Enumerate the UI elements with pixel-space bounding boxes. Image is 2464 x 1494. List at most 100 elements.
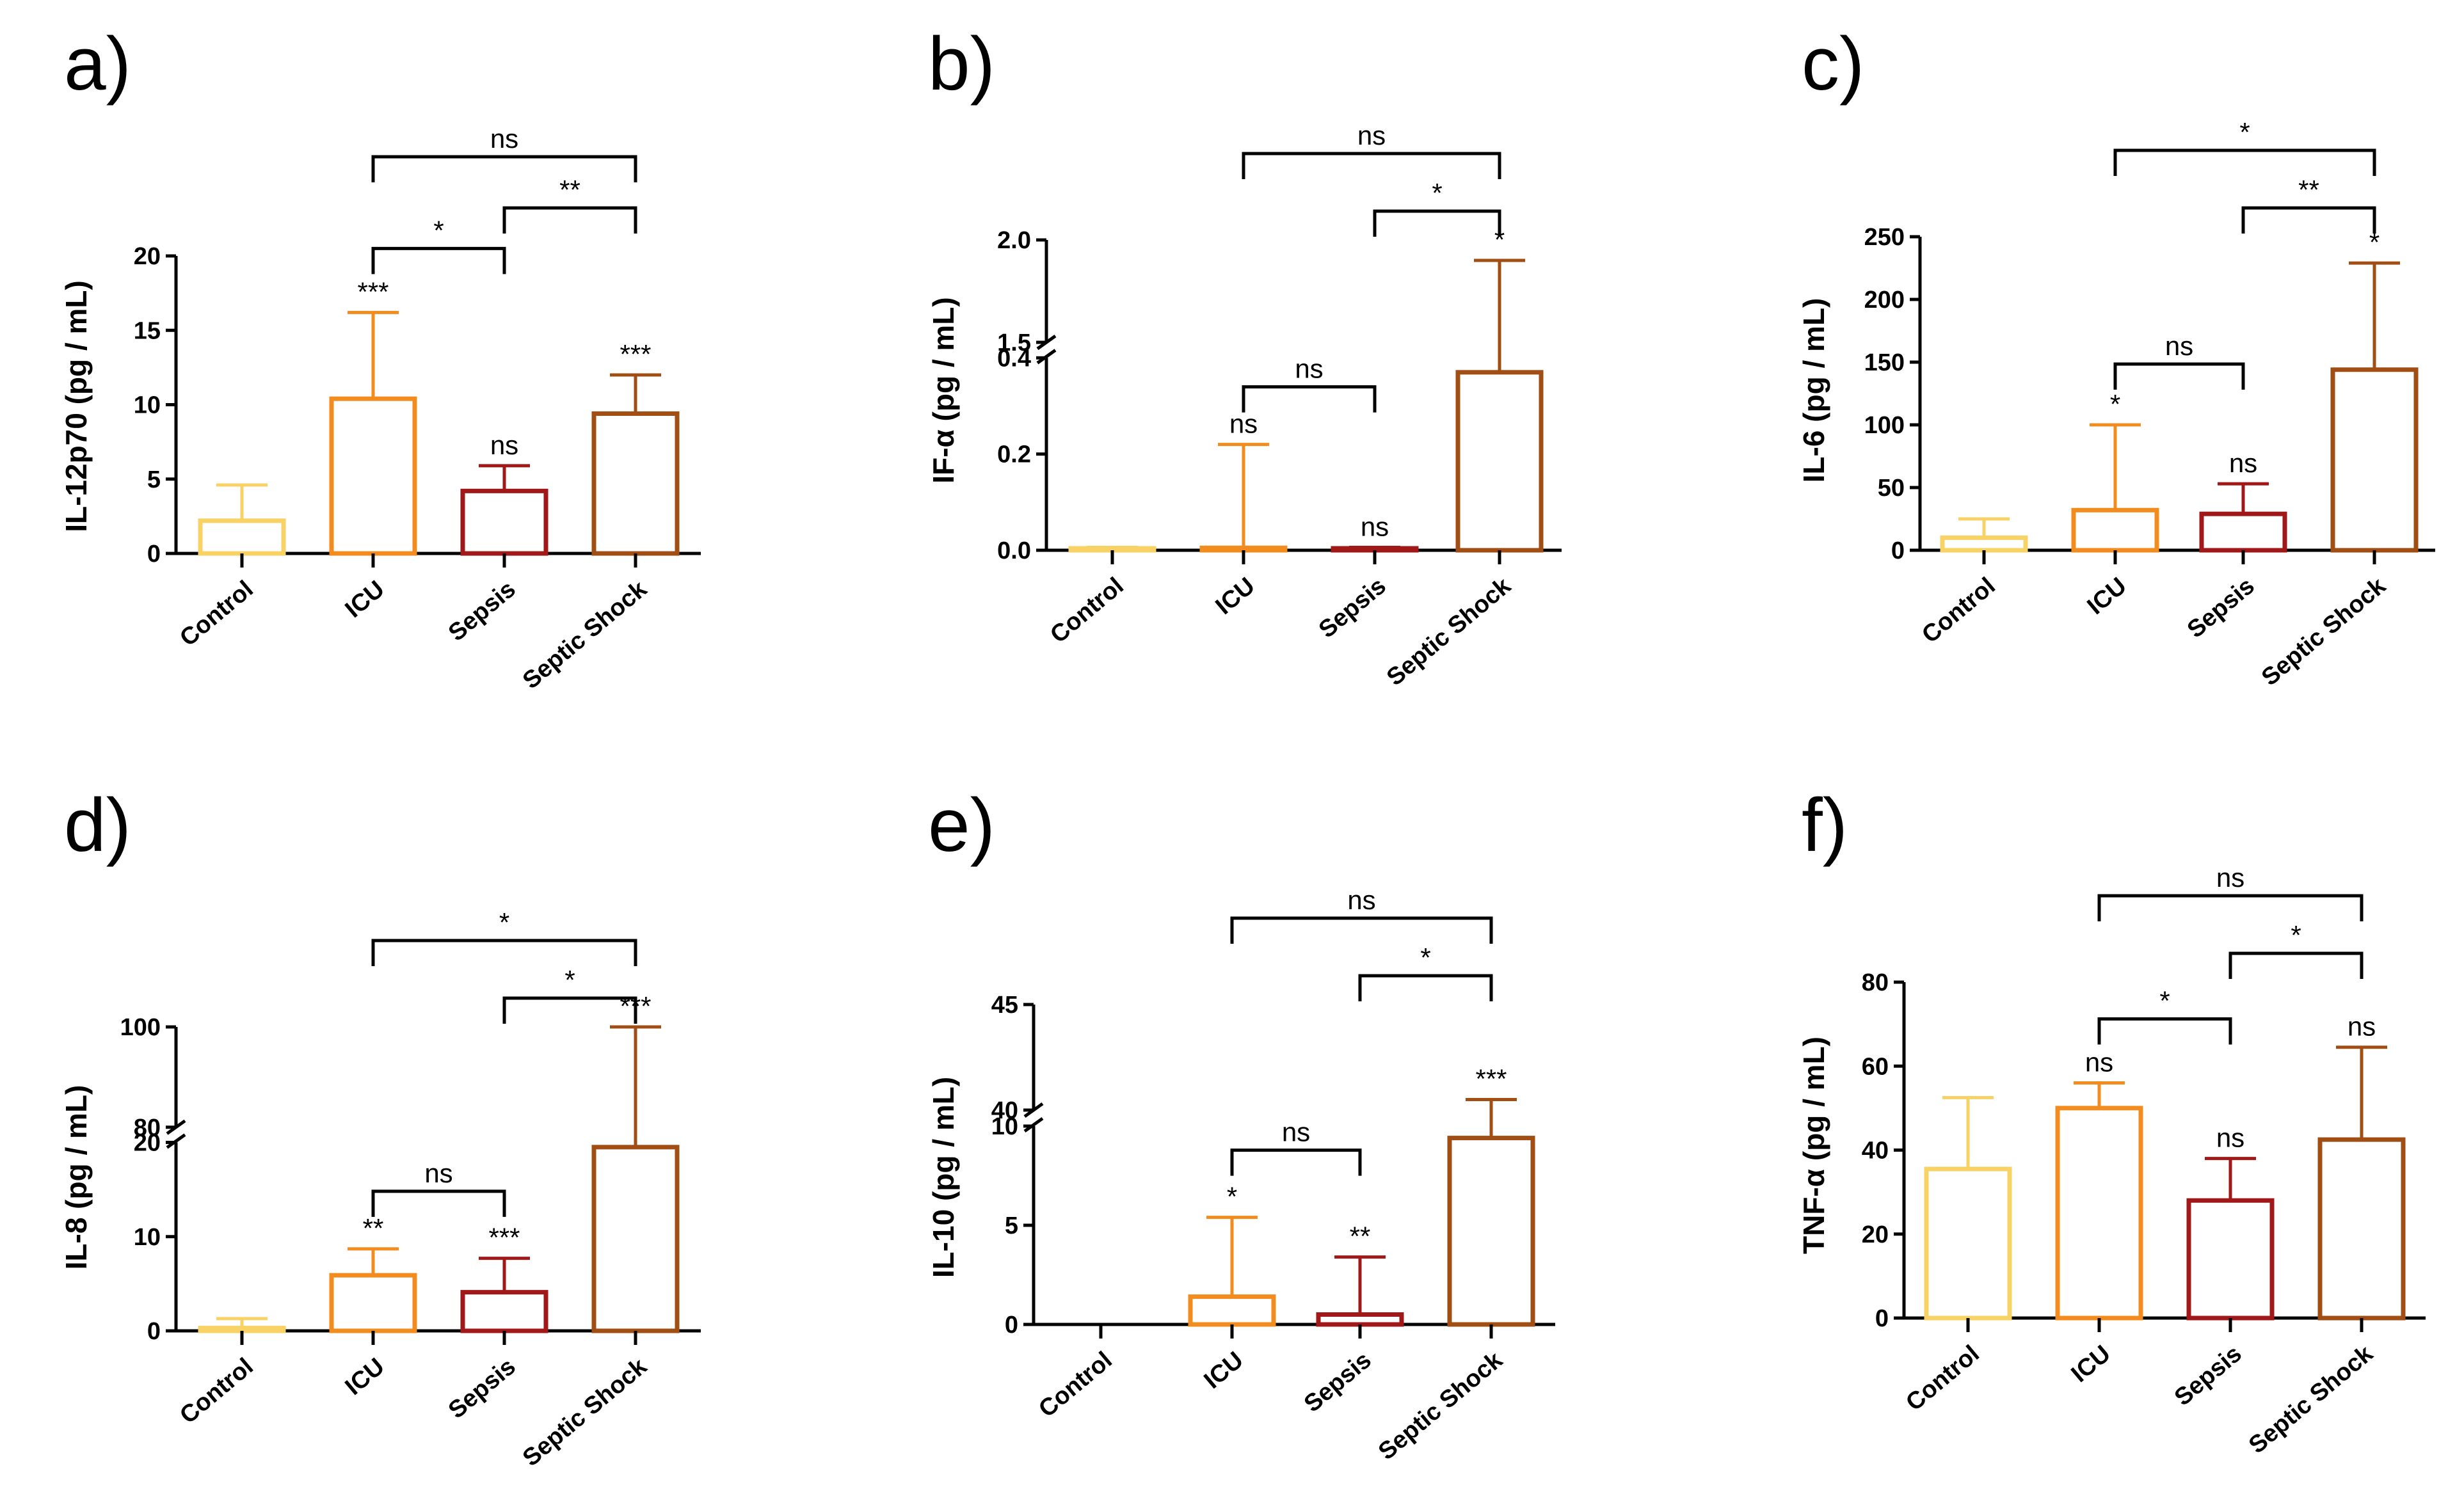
comparison-label: ns [424,1158,452,1188]
y-tick-label: 45 [991,992,1018,1019]
y-tick-label: 80 [1862,969,1889,996]
y-tick-label: 250 [1864,224,1905,251]
bar-significance: ns [2085,1047,2113,1077]
comparison-label: * [1432,178,1442,208]
bar-significance: ns [2229,448,2257,478]
y-axis-title: TNF-α (pg / mL) [1797,1037,1830,1254]
bar-significance: * [2369,227,2380,257]
bar-sepsis [1316,1312,1404,1327]
bar-significance: *** [357,276,388,306]
y-tick-label: 10 [134,1224,161,1251]
bar-control [1940,535,2028,553]
comparison-label: * [499,907,509,937]
bar-significance: ** [363,1213,384,1243]
bar-significance: *** [488,1223,520,1253]
y-tick-label: 5 [1005,1212,1018,1239]
bar-sepsis [460,1290,548,1333]
y-tick-label: 0.0 [997,537,1031,564]
x-tick-label: Control [1901,1340,1984,1417]
comparison-label: * [2291,920,2301,950]
x-tick-label: Control [1034,1347,1117,1423]
y-tick-label: 0.2 [997,441,1031,468]
comparison-bracket [2097,894,2364,921]
bar-icu [2071,507,2159,553]
comparison-bracket [1358,974,1493,1001]
x-tick-label: Control [175,1353,258,1429]
bar-significance: * [1494,225,1505,255]
x-tick-label: Septic Shock [1382,572,1516,691]
comparison-label: ns [1357,120,1386,150]
bar-septic-shock [1455,370,1544,553]
bar-septic-shock [1447,1136,1535,1327]
x-tick-label: Septic Shock [2257,572,2391,691]
comparison-bracket [2113,362,2245,390]
comparison-label: ** [2298,175,2319,205]
bar-significance: *** [620,339,651,369]
comparison-label: ns [2216,862,2244,893]
x-tick-label: ICU [1199,1347,1249,1394]
comparison-bracket [1230,1148,1362,1176]
panel-label: c) [1802,22,1864,106]
x-tick-label: ICU [1211,573,1260,620]
comparison-bracket [1242,385,1377,413]
bar-significance: * [1227,1182,1237,1212]
y-axis-title: IF-α (pg / mL) [927,297,960,483]
bar-control [1924,1166,2012,1321]
y-tick-label: 40 [1862,1138,1889,1164]
comparison-bracket [2228,951,2364,979]
bar-significance: * [2110,389,2120,419]
comparison-label: ns [1295,354,1323,384]
comparison-label: ** [559,175,580,205]
y-tick-label: 1.5 [997,330,1031,356]
x-tick-label: Septic Shock [1373,1346,1508,1465]
panel-label: f) [1802,783,1848,868]
y-tick-label: 0 [147,541,161,568]
bar-icu [1199,545,1288,553]
x-tick-label: Sepsis [2182,573,2260,644]
y-tick-label: 80 [134,1115,161,1141]
y-axis-title: IL-8 (pg / mL) [60,1085,93,1270]
y-tick-label: 40 [991,1097,1018,1124]
bar-significance: ns [2216,1123,2244,1153]
comparison-bracket [2097,1017,2232,1045]
comparison-bracket [2113,148,2376,176]
bar-significance: ns [2348,1012,2376,1042]
x-tick-label: Sepsis [444,1353,521,1424]
comparison-label: * [564,965,575,995]
bar-significance: ns [490,430,518,460]
y-tick-label: 0 [1005,1312,1018,1339]
bar-significance: ** [1350,1221,1371,1252]
comparison-label: ns [1282,1117,1310,1147]
comparison-bracket [1230,916,1493,944]
bar-septic-shock [591,411,680,556]
comparison-label: * [433,215,444,245]
x-tick-label: Control [175,576,258,652]
bar-significance: ns [1361,511,1389,541]
bar-control [198,518,286,556]
bar-sepsis [460,488,548,556]
y-tick-label: 200 [1864,287,1905,314]
y-tick-label: 60 [1862,1053,1889,1080]
x-tick-label: ICU [2067,1340,2116,1388]
y-tick-label: 20 [134,1130,161,1157]
y-tick-label: 0 [147,1318,161,1345]
y-tick-label: 20 [1862,1221,1889,1248]
y-tick-label: 100 [120,1014,161,1041]
x-tick-label: Control [1917,573,2000,649]
bar-icu [329,396,417,556]
panel-label: d) [64,783,131,868]
comparison-label: * [2159,986,2170,1016]
panel-f: f) 0 20 40 60 80 TNF-α (pg / mL) Control ICU ns Se… [1797,783,2426,1459]
panel-label: a) [64,22,131,106]
bar-icu [329,1273,417,1333]
panel-b: b) 0.0 0.2 0.41.5 2.0 IF-α (pg / mL) Control IC… [927,22,1562,691]
y-tick-label: 5 [147,466,161,493]
y-tick-label: 0 [1891,537,1905,564]
comparison-bracket [502,996,637,1024]
bar-septic-shock [2330,367,2419,553]
x-tick-label: Septic Shock [518,1353,652,1472]
bar-significance: ns [1229,409,1258,439]
